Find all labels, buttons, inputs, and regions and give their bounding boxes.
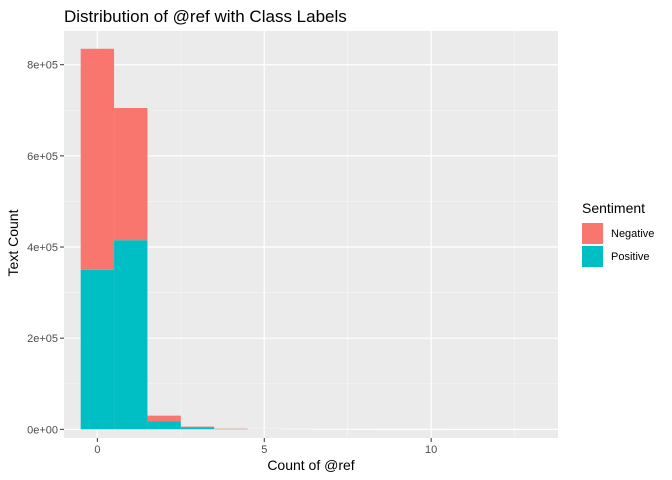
bar-positive xyxy=(80,269,115,430)
bar-negative xyxy=(180,426,215,428)
y-tick-label: 4e+05 xyxy=(27,242,58,254)
legend-title: Sentiment xyxy=(582,200,645,216)
bar-negative xyxy=(80,48,115,270)
y-tick-label: 8e+05 xyxy=(27,60,58,72)
x-axis-ticks: 0 5 10 xyxy=(94,438,437,456)
y-tick-label: 0e+00 xyxy=(27,424,58,436)
legend-label-positive: Positive xyxy=(611,251,650,263)
y-axis-ticks: 0e+00 2e+05 4e+05 6e+05 8e+05 xyxy=(27,60,64,436)
legend-key-negative xyxy=(582,223,603,244)
bar-positive xyxy=(180,427,215,430)
bars xyxy=(80,48,448,430)
bar-positive xyxy=(147,421,181,430)
y-tick-label: 6e+05 xyxy=(27,151,58,163)
x-axis-title: Count of @ref xyxy=(267,457,354,473)
y-axis-title: Text Count xyxy=(5,209,21,276)
bar-negative xyxy=(147,415,181,422)
bar-positive xyxy=(114,240,148,430)
legend-key-positive xyxy=(582,246,603,267)
bar-negative xyxy=(114,108,148,241)
x-tick-label: 5 xyxy=(261,444,267,456)
legend: Sentiment Negative Positive xyxy=(582,200,654,267)
chart-title: Distribution of @ref with Class Labels xyxy=(64,7,347,26)
legend-label-negative: Negative xyxy=(611,228,654,240)
x-tick-label: 0 xyxy=(94,444,100,456)
y-tick-label: 2e+05 xyxy=(27,333,58,345)
x-tick-label: 10 xyxy=(425,444,437,456)
